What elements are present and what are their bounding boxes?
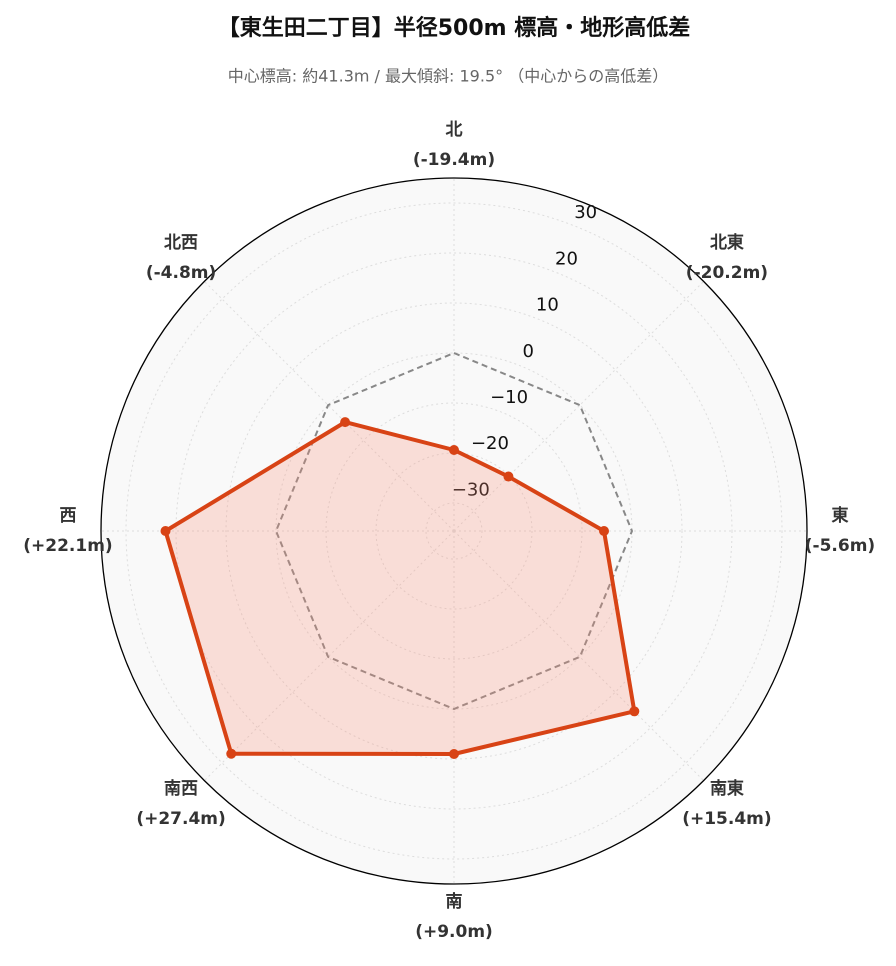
chart-title: 【東生田二丁目】半径500m 標高・地形高低差 <box>218 15 691 41</box>
r-tick-label: 20 <box>555 248 578 269</box>
value-label: (-19.4m) <box>413 150 495 170</box>
radar-point <box>160 526 171 536</box>
radar-point <box>340 417 351 428</box>
value-label: (+15.4m) <box>682 809 771 829</box>
grid-ring <box>325 402 583 660</box>
grid-ring <box>125 202 783 860</box>
value-label: (-4.8m) <box>146 263 216 283</box>
r-tick-label: −30 <box>452 479 490 500</box>
zero-line <box>274 351 634 711</box>
grid-spoke <box>453 281 704 532</box>
value-label: (+22.1m) <box>23 536 112 556</box>
category-label: 北 <box>446 120 463 140</box>
r-tick-label: −10 <box>490 387 528 408</box>
radar-point <box>449 445 459 455</box>
grid-spoke <box>204 530 455 781</box>
category-label: 南西 <box>164 778 198 799</box>
category-label: 西 <box>60 506 77 526</box>
category-label: 南 <box>446 891 463 912</box>
category-label: 北東 <box>710 232 744 253</box>
grid-spoke <box>204 281 455 532</box>
r-tick-label: 30 <box>574 202 597 223</box>
r-tick-label: 0 <box>523 341 534 362</box>
grid-spoke <box>453 530 704 781</box>
category-label: 南東 <box>710 778 744 799</box>
chart-subtitle: 中心標高: 約41.3m / 最大傾斜: 19.5° （中心からの高低差） <box>228 67 668 86</box>
radar-point <box>449 749 459 759</box>
radar-point <box>629 706 640 717</box>
radar-point <box>599 526 609 536</box>
grid-ring <box>225 302 683 760</box>
value-label: (-20.2m) <box>686 263 768 283</box>
category-label: 東 <box>832 505 849 526</box>
r-tick-label: 10 <box>536 295 559 316</box>
grid-ring <box>175 252 733 810</box>
value-label: (+9.0m) <box>415 922 493 942</box>
category-label: 北西 <box>164 233 198 253</box>
grid-ring <box>425 502 483 560</box>
radar-point <box>226 748 237 759</box>
value-label: (-5.6m) <box>805 536 875 556</box>
r-tick-label: −20 <box>471 433 509 454</box>
value-label: (+27.4m) <box>136 809 225 829</box>
plot-border <box>100 177 808 885</box>
radar-point <box>503 471 514 482</box>
